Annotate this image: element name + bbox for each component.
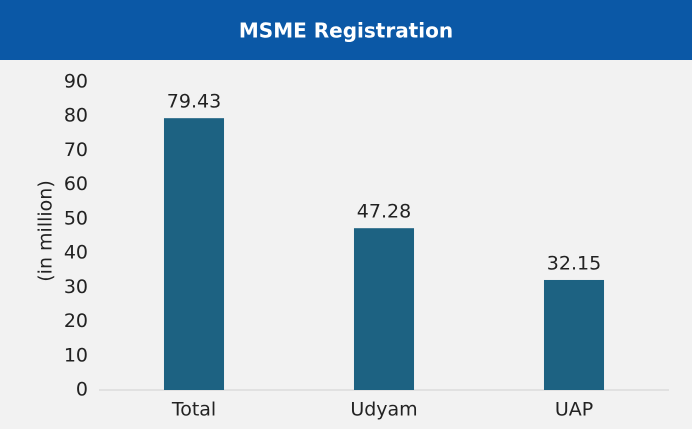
y-tick-label: 80 <box>64 105 88 127</box>
bar <box>353 228 415 390</box>
data-label: 79.43 <box>167 91 221 113</box>
bar <box>163 118 225 391</box>
y-tick-label: 30 <box>64 276 88 298</box>
y-tick-label: 90 <box>64 71 88 93</box>
y-tick-label: 50 <box>64 207 88 229</box>
x-tick-label: Total <box>171 399 216 421</box>
data-label: 47.28 <box>357 201 411 223</box>
y-tick-label: 60 <box>64 173 88 195</box>
y-tick-label: 0 <box>76 379 88 401</box>
y-tick-label: 20 <box>64 310 88 332</box>
y-tick-label: 70 <box>64 139 88 161</box>
y-axis-label: (in million) <box>35 180 57 281</box>
data-label: 32.15 <box>547 252 601 274</box>
bar <box>543 279 605 390</box>
y-tick-label: 40 <box>64 242 88 264</box>
chart-title: MSME Registration <box>239 19 453 43</box>
title-banner <box>0 0 692 60</box>
x-tick-label: Udyam <box>350 399 417 421</box>
y-tick-label: 10 <box>64 344 88 366</box>
x-tick-label: UAP <box>555 399 593 421</box>
